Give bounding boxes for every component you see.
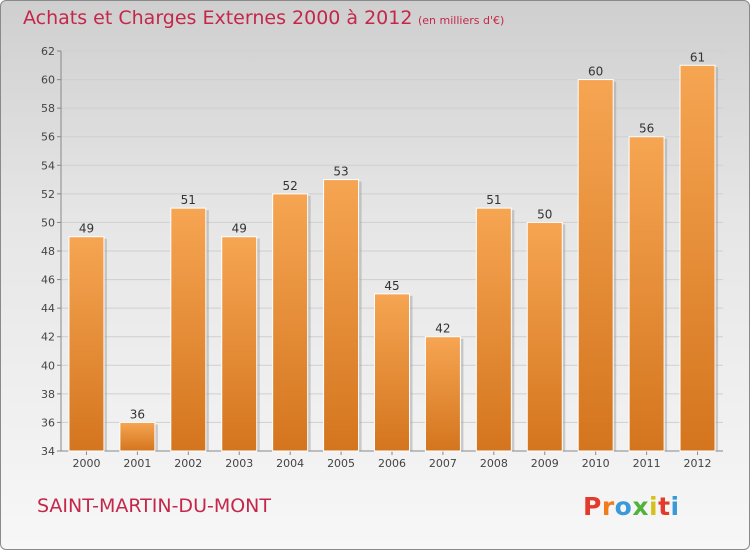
- bar: [119, 421, 156, 452]
- y-tick-label: 52: [41, 188, 55, 201]
- bar: [577, 79, 614, 452]
- logo-letter: o: [614, 492, 633, 521]
- logo-letter: P: [583, 492, 602, 521]
- y-tick-label: 44: [41, 302, 55, 315]
- x-tick-label: 2004: [276, 457, 304, 470]
- data-label: 61: [690, 50, 705, 64]
- data-label: 50: [537, 207, 552, 221]
- bar: [170, 207, 207, 452]
- y-tick-label: 58: [41, 102, 55, 115]
- data-label: 53: [333, 165, 348, 179]
- bars: [68, 64, 719, 452]
- x-tick-label: 2008: [480, 457, 508, 470]
- proxiti-logo[interactable]: Proxiti: [583, 492, 680, 521]
- y-tick-label: 54: [41, 159, 55, 172]
- data-label: 45: [384, 279, 399, 293]
- x-tick-label: 2010: [582, 457, 610, 470]
- y-tick-label: 38: [41, 388, 55, 401]
- bar: [679, 64, 716, 452]
- labels: 34 36 38 40 42 44 46 48 50 52 54 56 58 60 62 2000 49 2001…: [41, 45, 712, 470]
- logo-letter: i: [670, 492, 680, 521]
- x-tick-label: 2009: [531, 457, 559, 470]
- y-tick-label: 62: [41, 45, 55, 58]
- data-label: 60: [588, 65, 603, 79]
- bar: [272, 193, 309, 452]
- bar: [221, 236, 258, 452]
- x-tick-label: 2000: [72, 457, 100, 470]
- data-label: 36: [130, 407, 145, 421]
- bar: [424, 336, 461, 452]
- x-tick-label: 2002: [174, 457, 202, 470]
- y-tick-label: 48: [41, 245, 55, 258]
- x-tick-label: 2003: [225, 457, 253, 470]
- logo-letter: r: [601, 492, 615, 521]
- data-label: 51: [486, 193, 501, 207]
- data-label: 56: [639, 122, 654, 136]
- y-tick-label: 56: [41, 131, 55, 144]
- y-tick-label: 36: [41, 416, 55, 429]
- y-tick-label: 42: [41, 331, 55, 344]
- logo-letter: x: [632, 492, 649, 521]
- data-label: 52: [283, 179, 298, 193]
- x-tick-label: 2001: [123, 457, 151, 470]
- y-tick-label: 40: [41, 359, 55, 372]
- y-tick-label: 34: [41, 445, 55, 458]
- commune-name: SAINT-MARTIN-DU-MONT: [37, 495, 271, 517]
- chart-unit: (en milliers d'€): [418, 14, 505, 27]
- bar: [374, 293, 410, 452]
- logo-letter: i: [649, 492, 659, 521]
- data-label: 49: [232, 222, 247, 236]
- data-label: 49: [79, 222, 94, 236]
- y-tick-label: 46: [41, 274, 55, 287]
- x-tick-label: 2005: [327, 457, 355, 470]
- bar: [628, 136, 665, 452]
- x-tick-label: 2006: [378, 457, 406, 470]
- y-tick-label: 50: [41, 216, 55, 229]
- x-tick-label: 2007: [429, 457, 457, 470]
- bar: [526, 221, 563, 452]
- data-label: 42: [435, 322, 450, 336]
- x-tick-label: 2011: [633, 457, 661, 470]
- bar: [323, 179, 360, 452]
- logo-letter: t: [658, 492, 671, 521]
- data-label: 51: [181, 193, 196, 207]
- x-tick-label: 2012: [684, 457, 712, 470]
- chart-title: Achats et Charges Externes 2000 à 2012: [23, 7, 413, 29]
- bar: [475, 207, 512, 452]
- bar: [68, 236, 105, 452]
- y-tick-label: 60: [41, 74, 55, 87]
